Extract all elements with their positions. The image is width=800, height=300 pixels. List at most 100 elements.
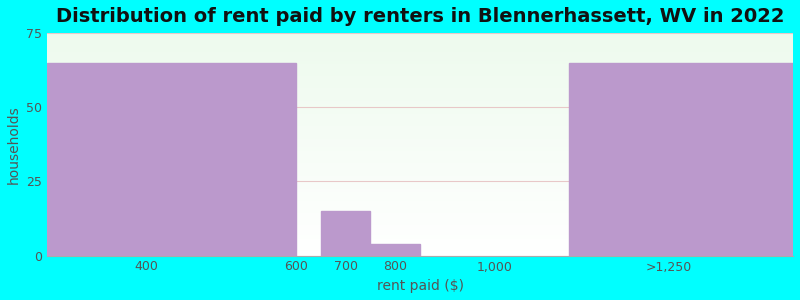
Bar (47, 209, 793, 210)
Bar (47, 102, 793, 103)
Bar (47, 122, 793, 123)
Bar (47, 38, 793, 39)
Bar (47, 230, 793, 231)
Bar (47, 240, 793, 241)
Bar (47, 86, 793, 88)
Bar (47, 79, 793, 80)
Bar (47, 189, 793, 190)
Bar (47, 153, 793, 154)
Bar (47, 164, 793, 166)
Bar (47, 134, 793, 135)
Bar (47, 219, 793, 220)
Bar (47, 62, 793, 63)
Bar (47, 224, 793, 226)
Bar (47, 60, 793, 61)
Bar (47, 135, 793, 136)
Bar (47, 150, 793, 151)
Bar (47, 212, 793, 213)
Bar (47, 206, 793, 207)
Bar (47, 161, 793, 162)
Bar (47, 58, 793, 59)
Bar (47, 83, 793, 84)
Bar (47, 93, 793, 94)
Bar (47, 146, 793, 147)
Bar (47, 213, 793, 214)
Bar (47, 111, 793, 112)
Bar (47, 44, 793, 45)
Bar (47, 50, 793, 51)
Bar (570, 63, 793, 256)
Bar (47, 105, 793, 106)
Bar (47, 177, 793, 178)
Bar (47, 61, 793, 62)
Bar (47, 157, 793, 158)
Bar (47, 143, 793, 144)
Bar (47, 35, 793, 36)
Bar (47, 56, 793, 58)
Bar (47, 227, 793, 228)
Bar (47, 75, 793, 76)
Bar (47, 216, 793, 217)
Bar (47, 136, 793, 138)
Bar (47, 129, 793, 130)
Bar (47, 162, 793, 163)
Bar (47, 247, 793, 248)
Bar (47, 203, 793, 204)
Bar (47, 152, 793, 153)
Bar (47, 140, 793, 141)
Bar (47, 211, 793, 212)
Bar (47, 72, 793, 73)
Bar (47, 34, 793, 35)
Bar (47, 208, 793, 209)
Bar (47, 248, 793, 249)
Bar (47, 130, 793, 131)
Bar (47, 244, 793, 246)
Bar (47, 214, 793, 216)
Bar (47, 155, 793, 157)
Bar (47, 197, 793, 198)
Bar (47, 119, 793, 120)
Bar (47, 123, 793, 124)
Bar (47, 98, 793, 99)
Bar (47, 181, 793, 182)
Bar (47, 118, 793, 119)
Bar (47, 69, 793, 70)
Bar (47, 101, 793, 102)
Bar (47, 113, 793, 114)
Bar (47, 124, 793, 125)
Bar (47, 184, 793, 185)
Bar (47, 59, 793, 60)
Bar (47, 188, 793, 189)
Bar (47, 54, 793, 55)
Bar (47, 192, 793, 193)
Bar (47, 191, 793, 192)
Bar (47, 185, 793, 187)
Bar (47, 52, 793, 53)
Bar (47, 252, 793, 253)
Bar (47, 116, 793, 118)
Bar (47, 39, 793, 40)
Bar (47, 168, 793, 169)
Bar (47, 139, 793, 140)
Bar (47, 163, 793, 164)
Bar (47, 133, 793, 134)
Bar (47, 70, 793, 71)
Bar (47, 176, 793, 177)
Bar (47, 250, 793, 251)
Bar (47, 53, 793, 54)
Bar (47, 66, 793, 68)
Bar (47, 229, 793, 230)
Bar (370, 244, 420, 256)
Bar (47, 63, 793, 64)
Bar (47, 148, 793, 149)
Bar (47, 142, 793, 143)
Bar (47, 196, 793, 197)
Bar (47, 254, 793, 256)
Bar (47, 109, 793, 110)
Bar (47, 246, 793, 247)
Bar (47, 220, 793, 221)
Bar (47, 92, 793, 93)
Bar (47, 65, 793, 66)
Bar (47, 33, 793, 34)
Bar (321, 211, 370, 256)
